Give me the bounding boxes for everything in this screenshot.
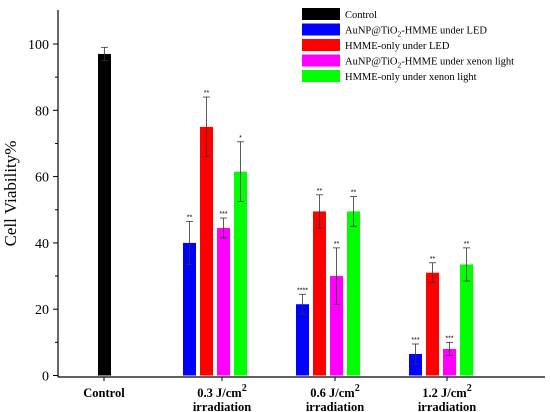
x-category-label-line2: irradiation: [306, 400, 364, 412]
bar: [98, 53, 111, 376]
legend-label: HMME-only under xenon light: [345, 72, 477, 83]
legend-label: AuNP@TiO2-HMME under xenon light: [345, 57, 514, 70]
significance-mark: **: [187, 214, 193, 221]
y-tick-label: 100: [28, 38, 49, 53]
significance-mark: ***: [411, 337, 419, 344]
x-category-label: 0.6 J/cm2: [310, 383, 359, 400]
bar: [217, 227, 230, 376]
significance-mark: **: [430, 256, 436, 263]
significance-mark: **: [351, 189, 357, 196]
legend-swatch: [302, 23, 340, 36]
significance-mark: ***: [219, 211, 227, 218]
bar: [296, 304, 309, 376]
bar: [409, 353, 422, 376]
bar: [347, 211, 360, 376]
legend-label: HMME-only under LED: [345, 41, 450, 52]
x-category-label-line2: irradiation: [193, 400, 251, 412]
legend: Control AuNP@TiO2-HMME under LED HMME-only…: [302, 8, 514, 83]
legend-swatch: [302, 54, 340, 67]
bar: [313, 211, 326, 376]
legend-swatch: [302, 70, 340, 82]
bar: [330, 276, 343, 376]
bar: [426, 272, 439, 376]
significance-mark: ***: [445, 335, 453, 342]
y-tick-label: 20: [35, 303, 49, 318]
significance-mark: ****: [297, 287, 308, 294]
y-tick-label: 0: [42, 370, 49, 385]
significance-mark: **: [334, 241, 340, 248]
y-tick-label: 60: [35, 171, 49, 186]
bar: [183, 242, 196, 376]
bar: [460, 264, 473, 376]
x-category-label: Control: [83, 386, 125, 400]
y-tick-label: 80: [35, 104, 49, 119]
legend-swatch: [302, 39, 340, 51]
legend-label: AuNP@TiO2-HMME under LED: [345, 26, 487, 39]
significance-mark: *: [239, 135, 242, 142]
bar: [200, 126, 213, 376]
legend-swatch: [302, 8, 340, 20]
significance-mark: **: [204, 90, 210, 97]
significance-mark: **: [317, 188, 323, 195]
x-category-label: 0.3 J/cm2: [197, 383, 246, 400]
x-category-label-line2: irradiation: [418, 400, 476, 412]
x-category-label: 1.2 J/cm2: [422, 383, 471, 400]
y-axis-title: Cell Viability%: [1, 141, 20, 247]
y-tick-label: 40: [35, 237, 49, 252]
significance-mark: **: [464, 241, 470, 248]
bar: [234, 171, 247, 376]
legend-label: Control: [345, 10, 377, 21]
